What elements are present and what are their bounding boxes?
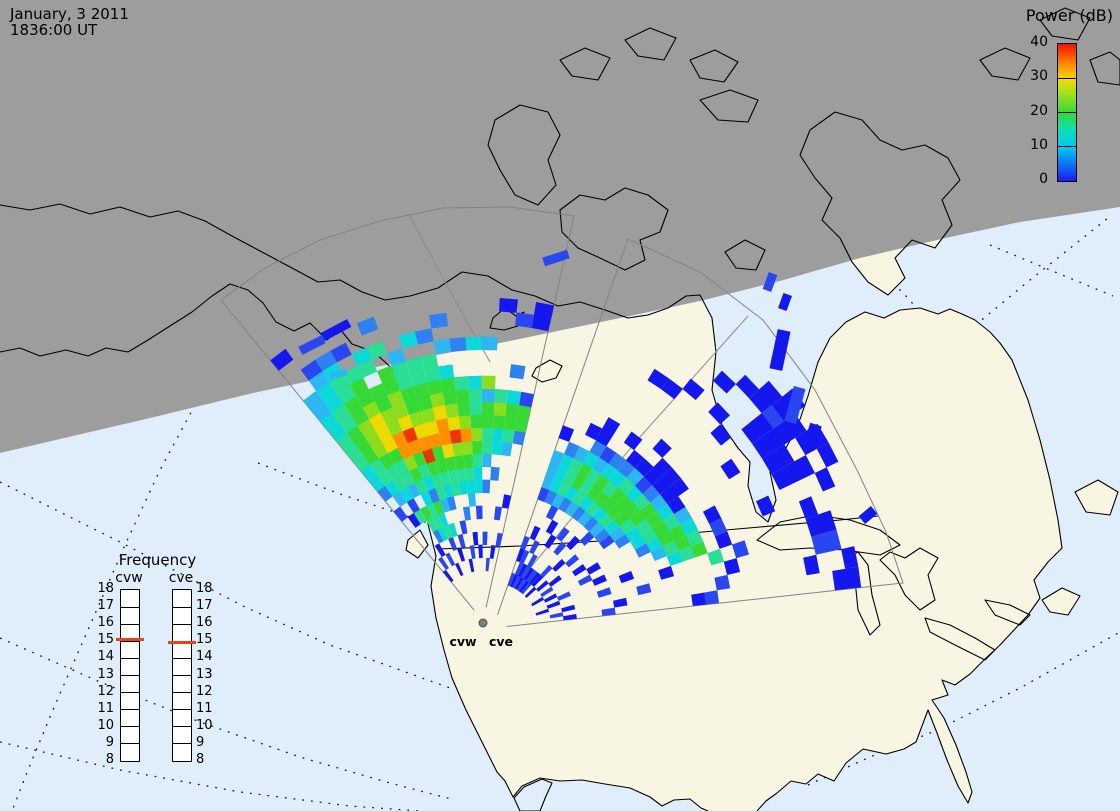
frequency-scale-rung — [121, 675, 139, 676]
frequency-tick-label: 9 — [105, 734, 114, 750]
frequency-scale-rung — [173, 692, 191, 694]
frequency-tick-label: 15 — [196, 632, 213, 648]
frequency-scale-cve — [172, 589, 192, 762]
frequency-tick-label: 11 — [196, 700, 213, 716]
frequency-scale-rung — [121, 657, 139, 659]
datetime-stamp: January, 3 2011 1836:00 UT — [10, 6, 129, 38]
frequency-scale-cvw — [120, 589, 140, 762]
frequency-tick-label: 14 — [196, 649, 213, 665]
frequency-tick-label: 16 — [196, 615, 213, 631]
frequency-scale-rung — [121, 692, 139, 694]
frequency-tick-label: 12 — [196, 683, 213, 699]
frequency-scale-rung — [121, 726, 139, 728]
frequency-scale-rung — [173, 657, 191, 659]
frequency-tick-label: 9 — [196, 734, 205, 750]
power-colorbar-divider — [1058, 77, 1076, 79]
frequency-scale-rung — [121, 743, 139, 745]
frequency-tick-label: 10 — [97, 717, 114, 733]
frequency-tick-label: 17 — [97, 598, 114, 614]
frequency-tick-label: 18 — [97, 581, 114, 596]
frequency-tick-label: 18 — [196, 581, 213, 596]
frequency-column-label-cvw: cvw — [115, 570, 143, 586]
frequency-tick-label: 8 — [105, 752, 114, 767]
fan-cells-cvw — [270, 298, 555, 583]
frequency-tick-label: 14 — [97, 649, 114, 665]
frequency-scale-rung — [173, 675, 191, 676]
frequency-scale-rung — [173, 606, 191, 608]
frequency-scale-rung — [173, 623, 191, 625]
frequency-tick-label: 13 — [97, 666, 114, 682]
fan-outline-cvw — [220, 206, 575, 611]
power-legend-title: Power (dB) — [1025, 6, 1113, 25]
fan-outline-cve — [497, 238, 904, 627]
frequency-tick-label: 13 — [196, 666, 213, 682]
power-tick-label: 30 — [1030, 68, 1048, 85]
frequency-legend-title: Frequency — [118, 551, 197, 569]
fan-cells-cve — [507, 368, 862, 621]
frequency-tick-label: 8 — [196, 752, 205, 767]
frequency-tick-label: 17 — [196, 598, 213, 614]
power-colorbar — [1057, 43, 1077, 182]
power-tick-label: 40 — [1030, 34, 1048, 50]
power-colorbar-divider — [1058, 146, 1076, 148]
power-tick-label: 0 — [1039, 171, 1048, 187]
extra-echo-streaks — [298, 249, 878, 524]
frequency-scale-rung — [121, 623, 139, 625]
frequency-marker-cve — [168, 641, 196, 645]
radar-site: cvw cve — [449, 618, 513, 649]
power-colorbar-divider — [1058, 112, 1076, 113]
time-text: 1836:00 UT — [10, 21, 98, 39]
frequency-tick-label: 10 — [196, 717, 213, 733]
radar-site-dot — [478, 618, 488, 628]
frequency-column-label-cve: cve — [168, 570, 194, 586]
frequency-scale-rung — [173, 709, 191, 711]
power-tick-label: 20 — [1030, 102, 1048, 119]
site-label-cvw: cvw — [449, 634, 477, 649]
frequency-tick-label: 16 — [97, 615, 114, 631]
frequency-scale-rung — [173, 726, 191, 728]
frequency-tick-label: 15 — [97, 632, 114, 648]
frequency-scale-rung — [121, 640, 139, 642]
frequency-scale-rung — [121, 709, 139, 711]
graticule-dotted — [0, 217, 1120, 811]
site-label-cve: cve — [489, 634, 513, 649]
frequency-tick-label: 12 — [97, 683, 114, 699]
frequency-marker-cvw — [116, 637, 144, 641]
frequency-tick-label: 11 — [97, 700, 114, 716]
date-text: January, 3 2011 — [10, 5, 129, 23]
frequency-scale-rung — [121, 606, 139, 608]
frequency-scale-rung — [173, 743, 191, 745]
power-tick-label: 10 — [1030, 136, 1048, 153]
